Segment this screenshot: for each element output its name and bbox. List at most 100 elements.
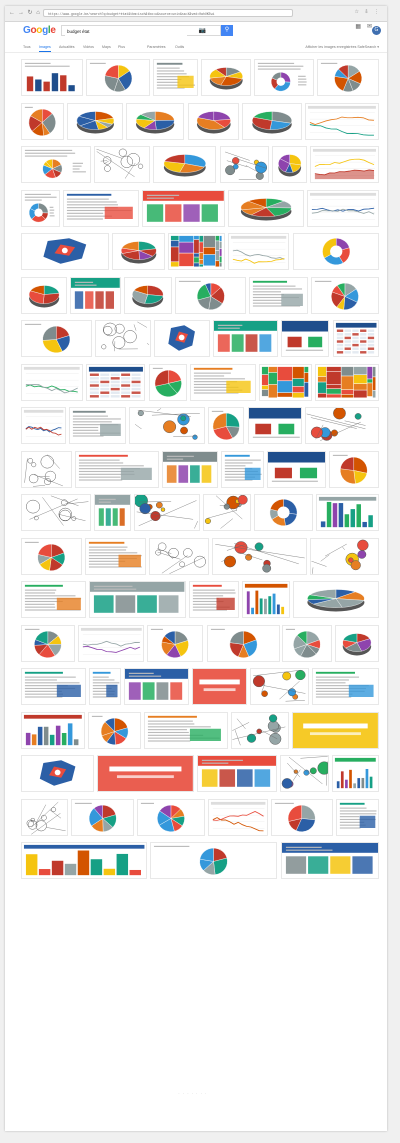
image-result-thumbnail[interactable] <box>293 581 379 618</box>
image-result-thumbnail[interactable] <box>94 494 132 531</box>
image-result-thumbnail[interactable] <box>227 189 304 227</box>
image-result-thumbnail[interactable] <box>247 407 303 444</box>
image-result-thumbnail[interactable] <box>271 146 308 183</box>
image-result-thumbnail[interactable] <box>62 189 139 227</box>
image-result-thumbnail[interactable] <box>21 233 109 270</box>
image-result-thumbnail[interactable] <box>89 668 121 705</box>
image-result-thumbnail[interactable] <box>305 407 379 444</box>
image-result-thumbnail[interactable] <box>259 363 313 401</box>
image-result-thumbnail[interactable] <box>147 624 204 662</box>
image-result-thumbnail[interactable] <box>70 276 122 314</box>
image-result-thumbnail[interactable] <box>310 537 379 575</box>
image-result-thumbnail[interactable] <box>21 189 60 227</box>
image-result-thumbnail[interactable] <box>21 363 83 401</box>
image-result-thumbnail[interactable] <box>124 276 172 314</box>
image-result-thumbnail[interactable] <box>21 581 87 618</box>
image-result-thumbnail[interactable] <box>206 624 280 662</box>
image-result-thumbnail[interactable] <box>271 798 333 836</box>
image-result-thumbnail[interactable] <box>21 798 68 836</box>
image-result-thumbnail[interactable] <box>311 276 379 314</box>
image-result-thumbnail[interactable] <box>97 755 194 792</box>
image-result-thumbnail[interactable] <box>144 711 228 749</box>
forward-arrow-icon[interactable]: → <box>18 10 24 16</box>
image-result-thumbnail[interactable] <box>332 320 379 357</box>
image-result-thumbnail[interactable] <box>316 59 379 96</box>
image-result-thumbnail[interactable] <box>21 320 92 357</box>
tab-tools[interactable]: Outils <box>175 45 185 49</box>
tab-news[interactable]: Actualités <box>59 45 75 49</box>
image-result-thumbnail[interactable] <box>315 494 379 531</box>
image-result-thumbnail[interactable] <box>94 320 152 357</box>
image-result-thumbnail[interactable] <box>292 711 379 749</box>
image-result-thumbnail[interactable] <box>280 842 379 879</box>
reload-icon[interactable]: ↻ <box>27 10 33 16</box>
image-result-thumbnail[interactable] <box>66 102 124 140</box>
image-result-thumbnail[interactable] <box>21 102 64 140</box>
image-result-thumbnail[interactable] <box>21 668 87 705</box>
image-result-thumbnail[interactable] <box>249 276 309 314</box>
image-result-thumbnail[interactable] <box>332 755 379 792</box>
image-result-thumbnail[interactable] <box>253 494 313 531</box>
image-result-thumbnail[interactable] <box>220 450 265 488</box>
saved-images-link[interactable]: Afficher les images enregistrées SafeSea… <box>305 45 379 49</box>
image-result-thumbnail[interactable] <box>153 59 198 96</box>
tab-maps[interactable]: Maps <box>102 45 111 49</box>
image-result-thumbnail[interactable] <box>148 363 188 401</box>
image-result-thumbnail[interactable] <box>292 233 379 270</box>
image-result-thumbnail[interactable] <box>85 59 151 96</box>
image-result-thumbnail[interactable] <box>197 755 278 792</box>
image-result-thumbnail[interactable] <box>212 537 308 575</box>
image-result-thumbnail[interactable] <box>70 798 135 836</box>
image-result-thumbnail[interactable] <box>212 320 278 357</box>
google-logo[interactable]: Google <box>23 25 56 36</box>
image-result-thumbnail[interactable] <box>21 537 82 575</box>
image-result-thumbnail[interactable] <box>21 450 73 488</box>
search-button[interactable]: ⚲ <box>221 25 233 36</box>
tab-settings[interactable]: Paramètres <box>147 45 166 49</box>
image-result-thumbnail[interactable] <box>69 407 126 444</box>
camera-icon[interactable]: 📷 <box>198 28 206 34</box>
image-result-thumbnail[interactable] <box>21 755 95 792</box>
image-result-thumbnail[interactable] <box>21 624 75 662</box>
image-result-thumbnail[interactable] <box>282 624 333 662</box>
image-result-thumbnail[interactable] <box>154 320 210 357</box>
image-result-thumbnail[interactable] <box>307 189 379 227</box>
image-result-thumbnail[interactable] <box>85 363 146 401</box>
image-result-thumbnail[interactable] <box>305 102 379 140</box>
image-result-thumbnail[interactable] <box>241 581 291 618</box>
image-result-thumbnail[interactable] <box>230 711 290 749</box>
image-result-thumbnail[interactable] <box>168 233 226 270</box>
home-icon[interactable]: ⌂ <box>36 10 40 16</box>
image-result-thumbnail[interactable] <box>311 668 379 705</box>
image-result-thumbnail[interactable] <box>21 842 148 879</box>
image-result-thumbnail[interactable] <box>161 450 218 488</box>
image-result-thumbnail[interactable] <box>228 233 290 270</box>
image-result-thumbnail[interactable] <box>141 189 225 227</box>
browser-menu-icons[interactable]: ☆ ⇩ ⋮ <box>354 9 381 15</box>
image-result-thumbnail[interactable] <box>21 276 68 314</box>
image-result-thumbnail[interactable] <box>21 711 85 749</box>
image-result-thumbnail[interactable] <box>219 146 269 183</box>
image-result-thumbnail[interactable] <box>174 276 247 314</box>
tab-videos[interactable]: Vidéos <box>83 45 94 49</box>
image-result-thumbnail[interactable] <box>208 798 269 836</box>
image-result-thumbnail[interactable] <box>93 146 150 183</box>
image-result-thumbnail[interactable] <box>208 407 245 444</box>
back-arrow-icon[interactable]: ← <box>9 10 15 16</box>
apps-grid-icon[interactable]: ▦ <box>355 24 361 30</box>
image-result-thumbnail[interactable] <box>137 798 206 836</box>
image-result-thumbnail[interactable] <box>152 146 217 183</box>
image-result-thumbnail[interactable] <box>123 668 189 705</box>
image-result-thumbnail[interactable] <box>87 711 141 749</box>
image-result-thumbnail[interactable] <box>267 450 327 488</box>
image-result-thumbnail[interactable] <box>75 450 159 488</box>
image-result-thumbnail[interactable] <box>84 537 146 575</box>
image-result-thumbnail[interactable] <box>77 624 145 662</box>
image-result-thumbnail[interactable] <box>190 363 257 401</box>
image-result-thumbnail[interactable] <box>329 450 379 488</box>
image-result-thumbnail[interactable] <box>21 407 67 444</box>
image-result-thumbnail[interactable] <box>335 798 379 836</box>
image-result-thumbnail[interactable] <box>111 233 166 270</box>
image-result-thumbnail[interactable] <box>335 624 379 662</box>
image-result-thumbnail[interactable] <box>310 146 379 183</box>
